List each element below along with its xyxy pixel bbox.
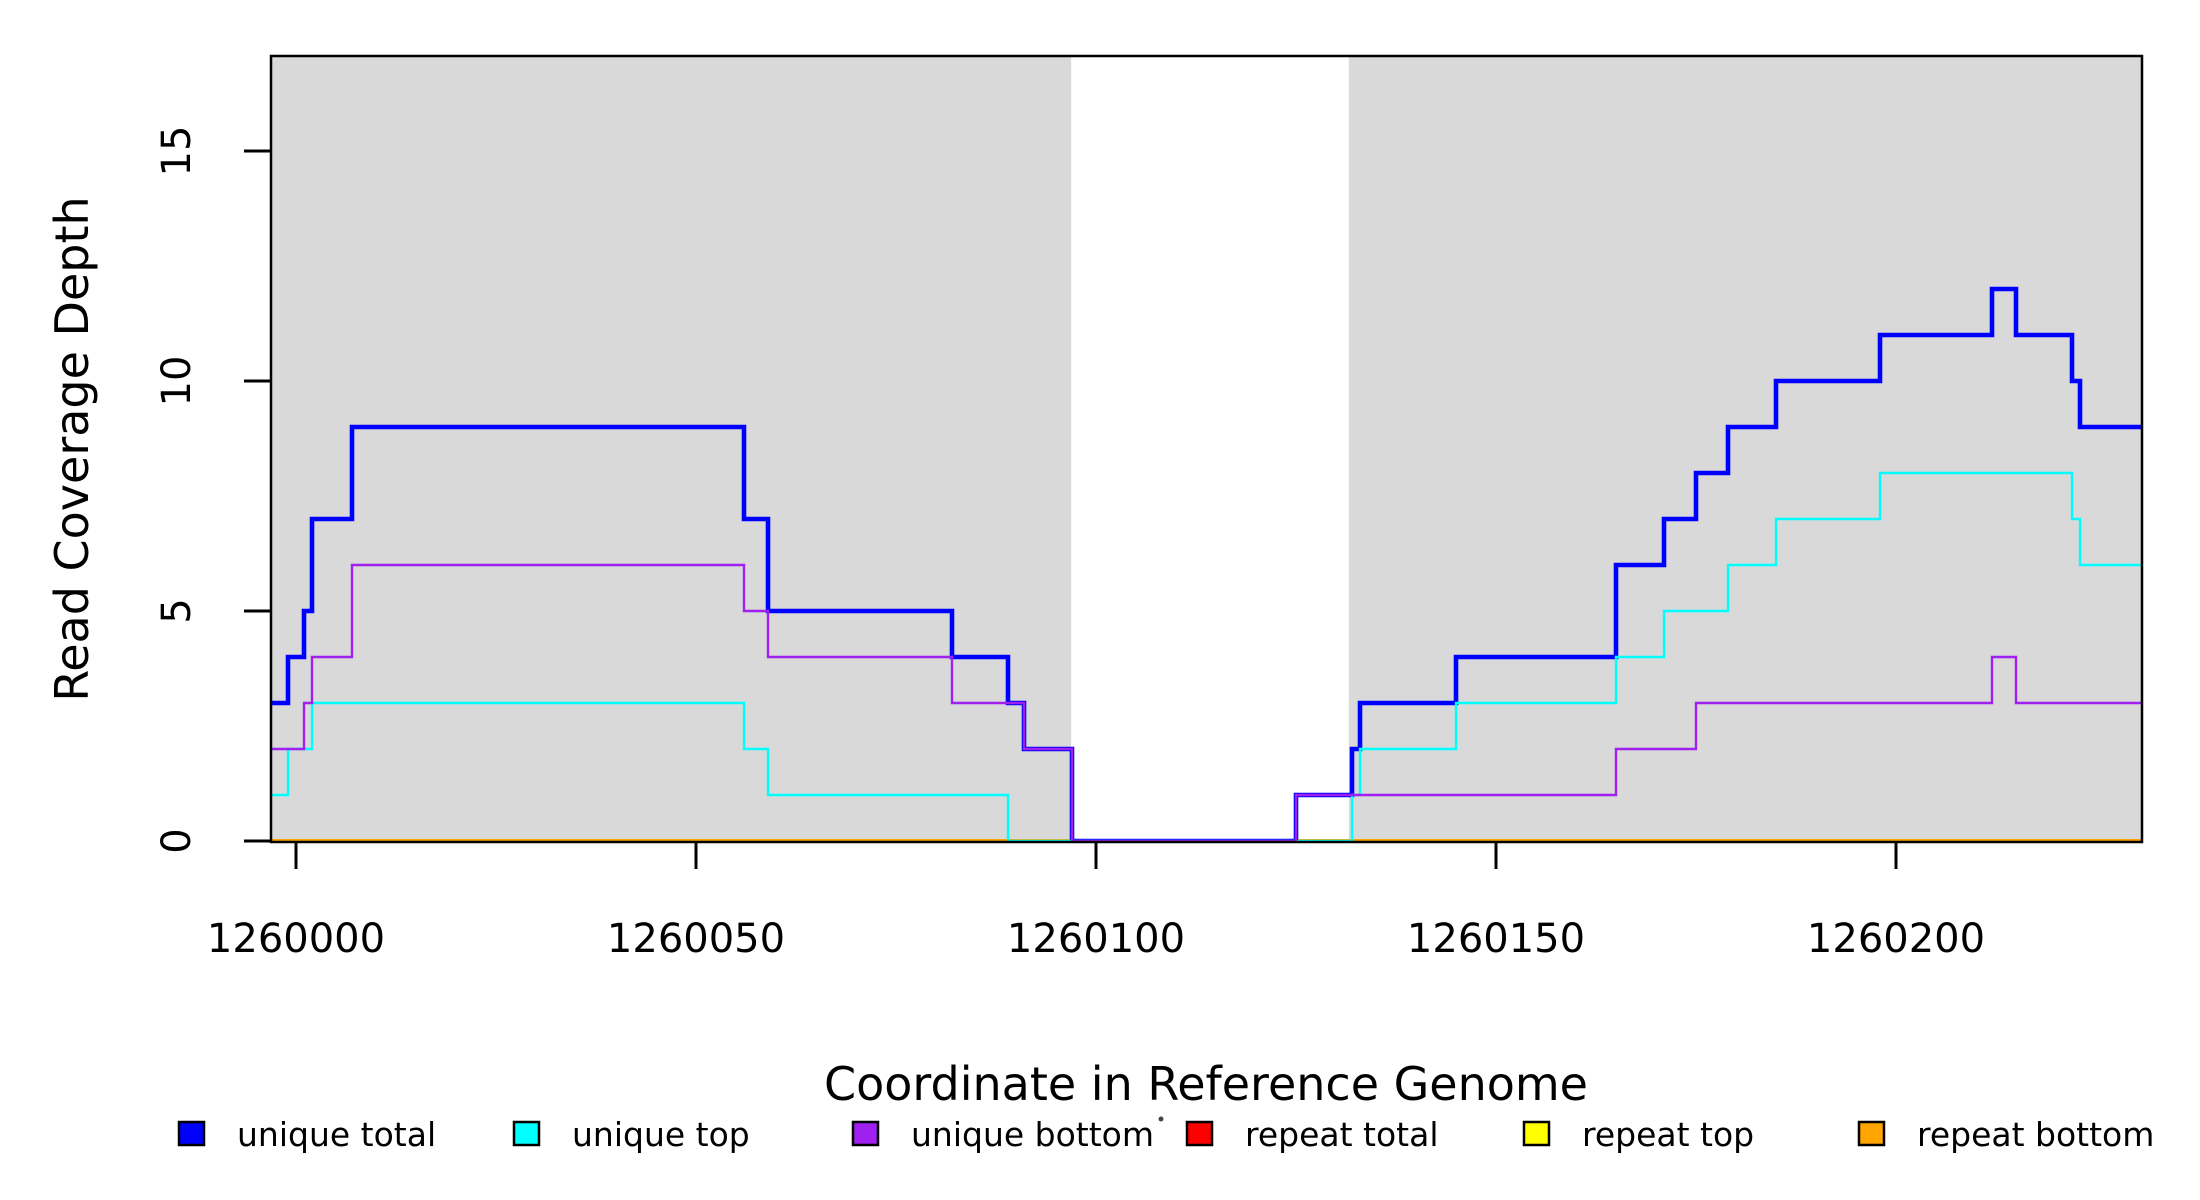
y-tick-label: 10	[154, 356, 200, 407]
legend-item: repeat top	[1522, 1115, 1754, 1154]
axes: 1260000 1260050 1260100 1260150 1260200 0 5 10 1…	[154, 126, 1985, 962]
legend-label: repeat top	[1582, 1115, 1754, 1154]
legend-item: unique total	[177, 1115, 436, 1154]
series-line-unique-top	[272, 471, 2142, 842]
x-tick-label: 1260200	[1807, 916, 1985, 962]
legend-label: unique total	[237, 1115, 436, 1154]
legend-swatch	[1522, 1120, 1551, 1147]
legend-item: repeat bottom	[1857, 1115, 2154, 1154]
shaded-region	[272, 56, 1072, 842]
legend-item: repeat total	[1185, 1115, 1439, 1154]
shaded-regions	[272, 56, 2142, 842]
plot-border	[269, 54, 2144, 844]
stray-dot-artifact	[1158, 1116, 1164, 1122]
x-tick-label: 1260000	[207, 916, 385, 962]
y-tick-label: 15	[154, 126, 200, 177]
legend-item: unique bottom	[851, 1115, 1154, 1154]
legend-label: unique bottom	[911, 1115, 1154, 1154]
legend-label: repeat bottom	[1917, 1115, 2154, 1154]
legend: unique total unique top unique bottom repea…	[177, 1115, 2154, 1154]
y-tick-label: 5	[154, 598, 200, 623]
x-axis-title: Coordinate in Reference Genome	[824, 1057, 1588, 1111]
legend-label: repeat total	[1245, 1115, 1439, 1154]
legend-item: unique top	[512, 1115, 750, 1154]
x-tick-label: 1260150	[1407, 916, 1585, 962]
series-line-unique-bottom	[272, 563, 2142, 842]
y-tick-label: 0	[154, 828, 200, 853]
y-axis-title: Read Coverage Depth	[45, 196, 99, 701]
shaded-region	[1348, 56, 2142, 842]
x-tick-label: 1260050	[607, 916, 785, 962]
legend-swatch	[1185, 1120, 1214, 1147]
legend-swatch	[512, 1120, 541, 1147]
legend-swatch	[177, 1120, 206, 1147]
legend-swatch	[851, 1120, 880, 1147]
legend-swatch	[1857, 1120, 1886, 1147]
x-tick-label: 1260100	[1007, 916, 1185, 962]
legend-label: unique top	[572, 1115, 750, 1154]
